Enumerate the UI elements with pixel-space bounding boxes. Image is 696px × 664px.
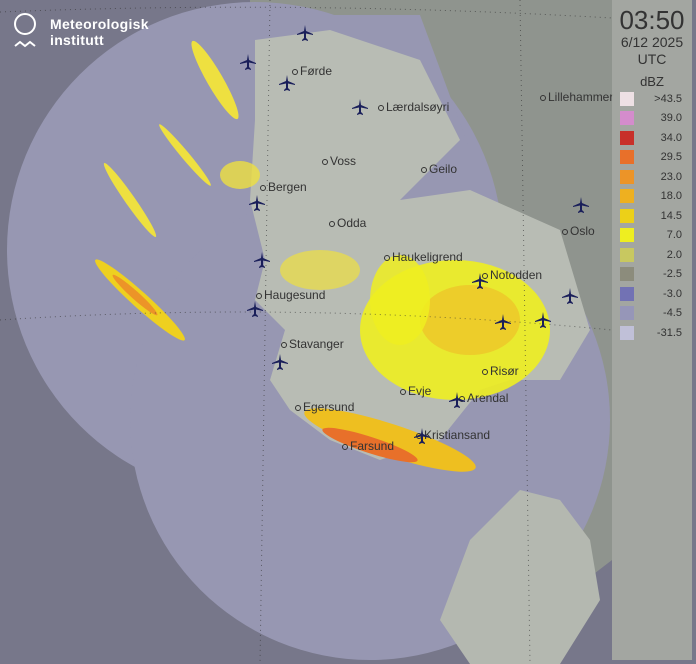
legend-value: -4.5: [663, 307, 682, 320]
city-marker-icon: [482, 272, 488, 279]
airplane-icon: [562, 288, 578, 304]
city-marker-icon: [292, 68, 298, 75]
city-marker-icon: [562, 228, 568, 235]
city-label: Arendal: [459, 391, 508, 405]
airplane-icon: [279, 75, 295, 91]
city-label: Voss: [322, 154, 356, 168]
airplane-icon: [535, 312, 551, 328]
city-label: Risør: [482, 364, 519, 378]
legend-value: -3.0: [663, 287, 682, 300]
legend-value: 34.0: [660, 131, 682, 144]
city-label: Førde: [292, 64, 332, 78]
legend-swatch: [620, 111, 634, 126]
city-marker-icon: [482, 368, 488, 375]
city-label: Oslo: [562, 224, 595, 238]
city-label: Farsund: [342, 439, 394, 453]
city-marker-icon: [260, 184, 266, 191]
legend-swatch: [620, 130, 634, 145]
legend-panel: 03:50 6/12 2025 UTC dBZ >43.5 39.0 34.0 29.…: [612, 0, 692, 660]
legend-value: 39.0: [660, 112, 682, 125]
legend-item: 39.0: [612, 109, 692, 129]
timezone-label: UTC: [637, 51, 667, 67]
city-marker-icon: [295, 404, 301, 411]
legend-swatch: [620, 325, 634, 340]
city-label: Odda: [329, 216, 366, 230]
airplane-icon: [414, 428, 430, 444]
brand-name: Meteorologisk institutt: [50, 16, 149, 48]
legend-value: 29.5: [660, 151, 682, 164]
legend-unit: dBZ: [640, 74, 664, 89]
legend-swatch: [620, 150, 634, 165]
legend-value: 23.0: [660, 170, 682, 183]
city-marker-icon: [256, 292, 262, 299]
airplane-icon: [272, 354, 288, 370]
city-label: Haukeligrend: [384, 250, 463, 264]
legend-value: 7.0: [666, 229, 682, 242]
city-label: Stavanger: [281, 337, 344, 351]
legend-item: 7.0: [612, 226, 692, 246]
legend-swatch: [620, 306, 634, 321]
legend-swatch: [620, 267, 634, 282]
airplane-icon: [249, 195, 265, 211]
legend-item: 18.0: [612, 187, 692, 207]
airplane-icon: [573, 197, 589, 213]
city-label: Geilo: [421, 162, 457, 176]
legend-item: 23.0: [612, 167, 692, 187]
legend-swatch: [620, 228, 634, 243]
airplane-icon: [472, 273, 488, 289]
legend-item: >43.5: [612, 89, 692, 109]
legend-value: 2.0: [666, 248, 682, 261]
legend-item: 34.0: [612, 128, 692, 148]
legend-swatch: [620, 91, 634, 106]
legend-item: 2.0: [612, 245, 692, 265]
city-marker-icon: [400, 388, 406, 395]
legend-item: -2.5: [612, 265, 692, 285]
legend-swatch: [620, 189, 634, 204]
legend-item: 14.5: [612, 206, 692, 226]
city-label: Evje: [400, 384, 431, 398]
legend-value: >43.5: [654, 92, 682, 105]
legend-swatch: [620, 169, 634, 184]
timestamp-time: 03:50: [619, 5, 685, 35]
city-label: Notodden: [482, 268, 542, 282]
city-label: Bergen: [260, 180, 307, 194]
legend-item: 29.5: [612, 148, 692, 168]
legend-value: 14.5: [660, 209, 682, 222]
met-logo[interactable]: Meteorologisk institutt: [12, 12, 149, 57]
timestamp-date: 6/12 2025: [620, 34, 684, 50]
airplane-icon: [495, 314, 511, 330]
city-label: Egersund: [295, 400, 354, 414]
legend-item: -4.5: [612, 304, 692, 324]
city-marker-icon: [342, 443, 348, 450]
airplane-icon: [449, 392, 465, 408]
city-marker-icon: [540, 94, 546, 101]
airplane-icon: [297, 25, 313, 41]
legend-item: -3.0: [612, 284, 692, 304]
precipitation-layer: [95, 40, 550, 472]
city-marker-icon: [421, 166, 427, 173]
met-logo-icon: [14, 13, 36, 48]
city-marker-icon: [322, 158, 328, 165]
city-marker-icon: [329, 220, 335, 227]
legend-swatch: [620, 247, 634, 262]
legend-item: -31.5: [612, 323, 692, 343]
airplane-icon: [247, 301, 263, 317]
legend-value: -31.5: [656, 326, 682, 339]
legend-value: -2.5: [663, 268, 682, 281]
city-marker-icon: [281, 341, 287, 348]
legend-swatch: [620, 208, 634, 223]
city-label: Haugesund: [256, 288, 325, 302]
airplane-icon: [352, 99, 368, 115]
city-label: Lærdalsøyri: [378, 100, 449, 114]
airplane-icon: [254, 252, 270, 268]
city-marker-icon: [378, 104, 384, 111]
city-label: Lillehammer: [540, 90, 613, 104]
airplane-icon: [240, 54, 256, 70]
city-marker-icon: [384, 254, 390, 261]
legend-swatch: [620, 286, 634, 301]
legend-value: 18.0: [660, 190, 682, 203]
